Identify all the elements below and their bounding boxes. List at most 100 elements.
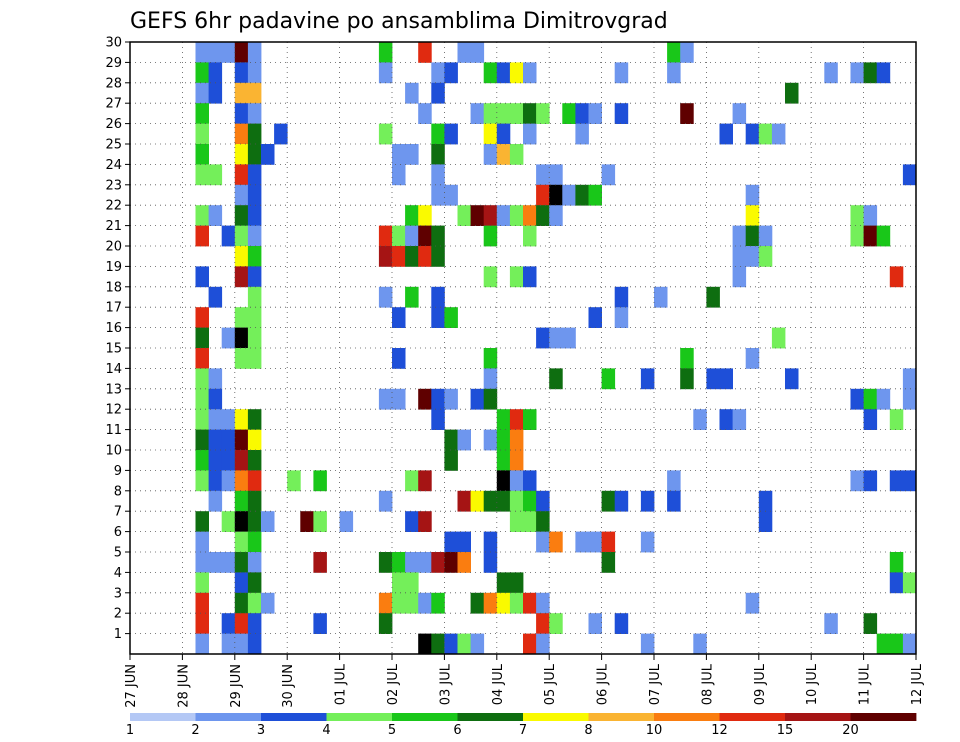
heatmap-cell bbox=[247, 613, 262, 634]
heatmap-cell bbox=[509, 62, 524, 84]
heatmap-cell bbox=[745, 123, 760, 145]
heatmap-cell bbox=[470, 633, 485, 655]
heatmap-cell bbox=[444, 307, 458, 328]
heatmap-cell bbox=[654, 286, 668, 308]
heatmap-cell bbox=[431, 246, 445, 267]
heatmap-cell bbox=[234, 62, 249, 84]
heatmap-cell bbox=[719, 368, 733, 390]
y-tick-label: 8 bbox=[114, 484, 122, 499]
heatmap-cell bbox=[392, 164, 406, 186]
heatmap-cell bbox=[392, 348, 406, 369]
heatmap-cell bbox=[483, 205, 498, 226]
heatmap-cell bbox=[509, 592, 524, 614]
heatmap-cell bbox=[313, 511, 327, 532]
x-tick-label: 11 JUL bbox=[858, 663, 873, 705]
heatmap-cell bbox=[483, 103, 498, 124]
heatmap-cell bbox=[208, 205, 223, 226]
heatmap-cell bbox=[405, 552, 419, 573]
colorbar-segment bbox=[850, 713, 917, 721]
heatmap-cell bbox=[444, 184, 458, 206]
heatmap-cell bbox=[614, 286, 629, 308]
heatmap-cell bbox=[509, 450, 524, 471]
heatmap-cell bbox=[405, 246, 419, 267]
heatmap-cell bbox=[195, 164, 209, 186]
heatmap-cell bbox=[392, 552, 406, 573]
heatmap-cell bbox=[247, 348, 262, 369]
heatmap-cell bbox=[208, 409, 223, 430]
heatmap-cell bbox=[667, 42, 681, 63]
heatmap-cell bbox=[378, 388, 393, 410]
heatmap-cell bbox=[483, 552, 498, 573]
heatmap-cell bbox=[247, 450, 262, 471]
y-tick-label: 18 bbox=[105, 280, 122, 295]
heatmap-cell bbox=[523, 123, 537, 145]
heatmap-cell bbox=[706, 368, 720, 390]
heatmap-cell bbox=[483, 62, 498, 84]
y-tick-label: 17 bbox=[105, 301, 122, 316]
colorbar-segment bbox=[785, 713, 851, 721]
heatmap-cell bbox=[667, 470, 681, 492]
heatmap-cell bbox=[536, 164, 550, 186]
heatmap-cell bbox=[234, 470, 249, 492]
heatmap-cell bbox=[745, 225, 760, 247]
x-tick-label: 28 JUN bbox=[176, 664, 191, 708]
heatmap-cell bbox=[247, 62, 262, 84]
colorbar-segment bbox=[457, 713, 524, 721]
heatmap-cell bbox=[523, 103, 537, 124]
y-tick-label: 25 bbox=[105, 138, 122, 153]
heatmap-cell bbox=[575, 184, 589, 206]
heatmap-cell bbox=[850, 388, 864, 410]
heatmap-cell bbox=[431, 164, 445, 186]
heatmap-cell bbox=[536, 511, 550, 532]
heatmap-cell bbox=[758, 225, 773, 247]
heatmap-cell bbox=[483, 368, 498, 390]
heatmap-cell bbox=[208, 286, 223, 308]
heatmap-cell bbox=[221, 511, 236, 532]
heatmap-cell bbox=[247, 225, 262, 247]
colorbar-label: 6 bbox=[453, 723, 461, 738]
heatmap-cell bbox=[758, 490, 773, 512]
heatmap-cell bbox=[470, 205, 485, 226]
heatmap-cell bbox=[234, 42, 249, 63]
heatmap-cell bbox=[523, 470, 537, 492]
heatmap-cell bbox=[261, 144, 275, 165]
heatmap-cell bbox=[195, 613, 209, 634]
heatmap-cell bbox=[247, 592, 262, 614]
heatmap-cell bbox=[562, 184, 576, 206]
heatmap-cell bbox=[483, 123, 498, 145]
heatmap-cell bbox=[247, 552, 262, 573]
heatmap-cell bbox=[536, 531, 550, 553]
heatmap-cell bbox=[549, 613, 563, 634]
heatmap-cell bbox=[601, 368, 616, 390]
colorbar-segment bbox=[588, 713, 655, 721]
heatmap-cell bbox=[850, 470, 864, 492]
y-tick-label: 12 bbox=[105, 403, 122, 418]
heatmap-cell bbox=[234, 82, 249, 104]
heatmap-cell bbox=[889, 552, 904, 573]
heatmap-cell bbox=[247, 531, 262, 553]
y-tick-label: 26 bbox=[105, 117, 122, 132]
heatmap-cell bbox=[247, 429, 262, 451]
heatmap-cell bbox=[719, 409, 733, 430]
heatmap-cell bbox=[693, 633, 707, 655]
heatmap-cell bbox=[850, 62, 864, 84]
heatmap-cell bbox=[208, 42, 223, 63]
heatmap-cell bbox=[496, 123, 511, 145]
colorbar-label: 7 bbox=[519, 723, 527, 738]
heatmap-cell bbox=[418, 205, 432, 226]
heatmap-cell bbox=[667, 490, 681, 512]
heatmap-cell bbox=[457, 205, 471, 226]
heatmap-cell bbox=[418, 246, 432, 267]
heatmap-cell bbox=[496, 62, 511, 84]
heatmap-cell bbox=[745, 184, 760, 206]
colorbar-segment bbox=[719, 713, 786, 721]
heatmap-cell bbox=[234, 613, 249, 634]
heatmap-cell bbox=[195, 511, 209, 532]
y-tick-label: 3 bbox=[114, 586, 122, 601]
heatmap-cell bbox=[247, 633, 262, 655]
x-axis: 27 JUN 28 JUN 29 JUN 30 JUN 01 JUL 02 JUL 03 J… bbox=[124, 654, 925, 708]
heatmap-cell bbox=[732, 225, 747, 247]
heatmap-cell bbox=[261, 511, 275, 532]
heatmap-cell bbox=[667, 62, 681, 84]
heatmap-cell bbox=[405, 511, 419, 532]
